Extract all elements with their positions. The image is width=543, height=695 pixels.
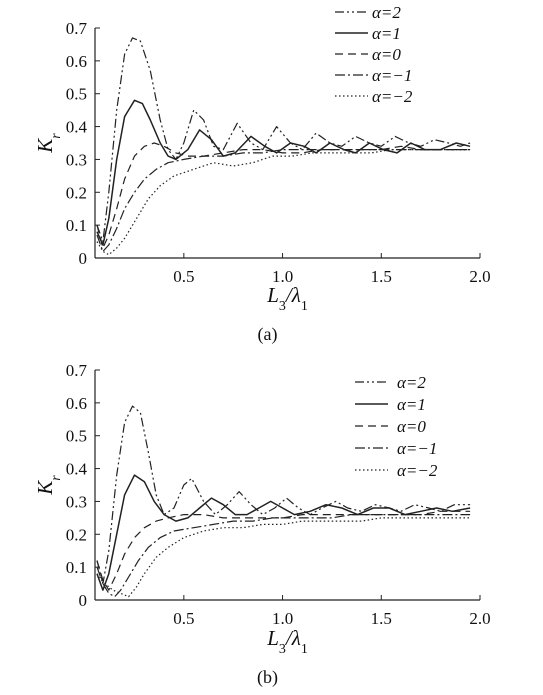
y-tick-label: 0	[79, 249, 88, 268]
x-axis-label: L3/λ1	[266, 283, 308, 314]
legend-label: α=−1	[372, 66, 412, 85]
series-line-2	[96, 142, 471, 249]
subfigure-caption: (a)	[258, 324, 278, 345]
series-line-0	[96, 405, 471, 585]
y-tick-label: 0.4	[66, 118, 88, 137]
legend-label: α=1	[397, 395, 426, 414]
series-line-4	[96, 517, 471, 598]
legend-label: α=0	[372, 45, 401, 64]
x-tick-label: 0.5	[173, 609, 194, 628]
chart-panel-b: 0 0.1 0.2 0.3 0.4 0.5 0.6 0.7 0.5 1.0 1.5 2.0 L3/λ1 K…	[33, 361, 491, 688]
x-tick-label: 2.0	[469, 609, 490, 628]
y-tick-label: 0.3	[66, 150, 87, 169]
x-tick-label: 1.0	[272, 267, 293, 286]
legend-label: α=−2	[372, 87, 413, 106]
y-axis-label: Kr	[33, 133, 64, 154]
y-tick-label: 0.2	[66, 525, 87, 544]
legend-label: α=2	[397, 373, 426, 392]
y-tick-label: 0.7	[66, 19, 88, 38]
series-line-1	[96, 99, 471, 246]
x-tick-label: 2.0	[469, 267, 490, 286]
series-line-3	[96, 514, 471, 598]
series-line-0	[96, 37, 471, 243]
subfigure-caption: (b)	[257, 667, 278, 688]
series-line-1	[96, 474, 471, 591]
y-tick-label: 0.6	[66, 394, 87, 413]
y-tick-label: 0.6	[66, 52, 87, 71]
legend-label: α=0	[397, 417, 426, 436]
x-tick-label: 0.5	[173, 267, 194, 286]
series-line-3	[96, 149, 471, 252]
y-tick-label: 0.2	[66, 183, 87, 202]
y-tick-label: 0.4	[66, 460, 88, 479]
y-tick-label: 0	[79, 591, 88, 610]
series-line-2	[96, 510, 471, 591]
y-tick-label: 0.5	[66, 427, 87, 446]
x-axis-label: L3/λ1	[266, 626, 308, 657]
chart-panel-a: 0 0.1 0.2 0.3 0.4 0.5 0.6 0.7 0.5 1.0 1.5 2.0 L3/λ1 K…	[33, 3, 491, 345]
y-tick-label: 0.1	[66, 216, 87, 235]
y-tick-label: 0.3	[66, 492, 87, 511]
y-tick-label: 0.5	[66, 85, 87, 104]
x-tick-label: 1.5	[371, 609, 392, 628]
series-line-4	[96, 149, 471, 256]
x-tick-label: 1.0	[272, 609, 293, 628]
y-tick-label: 0.7	[66, 361, 88, 380]
x-tick-label: 1.5	[371, 267, 392, 286]
legend-label: α=−1	[397, 439, 437, 458]
legend-label: α=1	[372, 24, 401, 43]
y-tick-label: 0.1	[66, 558, 87, 577]
y-axis-label: Kr	[33, 475, 64, 496]
legend-label: α=−2	[397, 461, 438, 480]
legend-label: α=2	[372, 3, 401, 22]
